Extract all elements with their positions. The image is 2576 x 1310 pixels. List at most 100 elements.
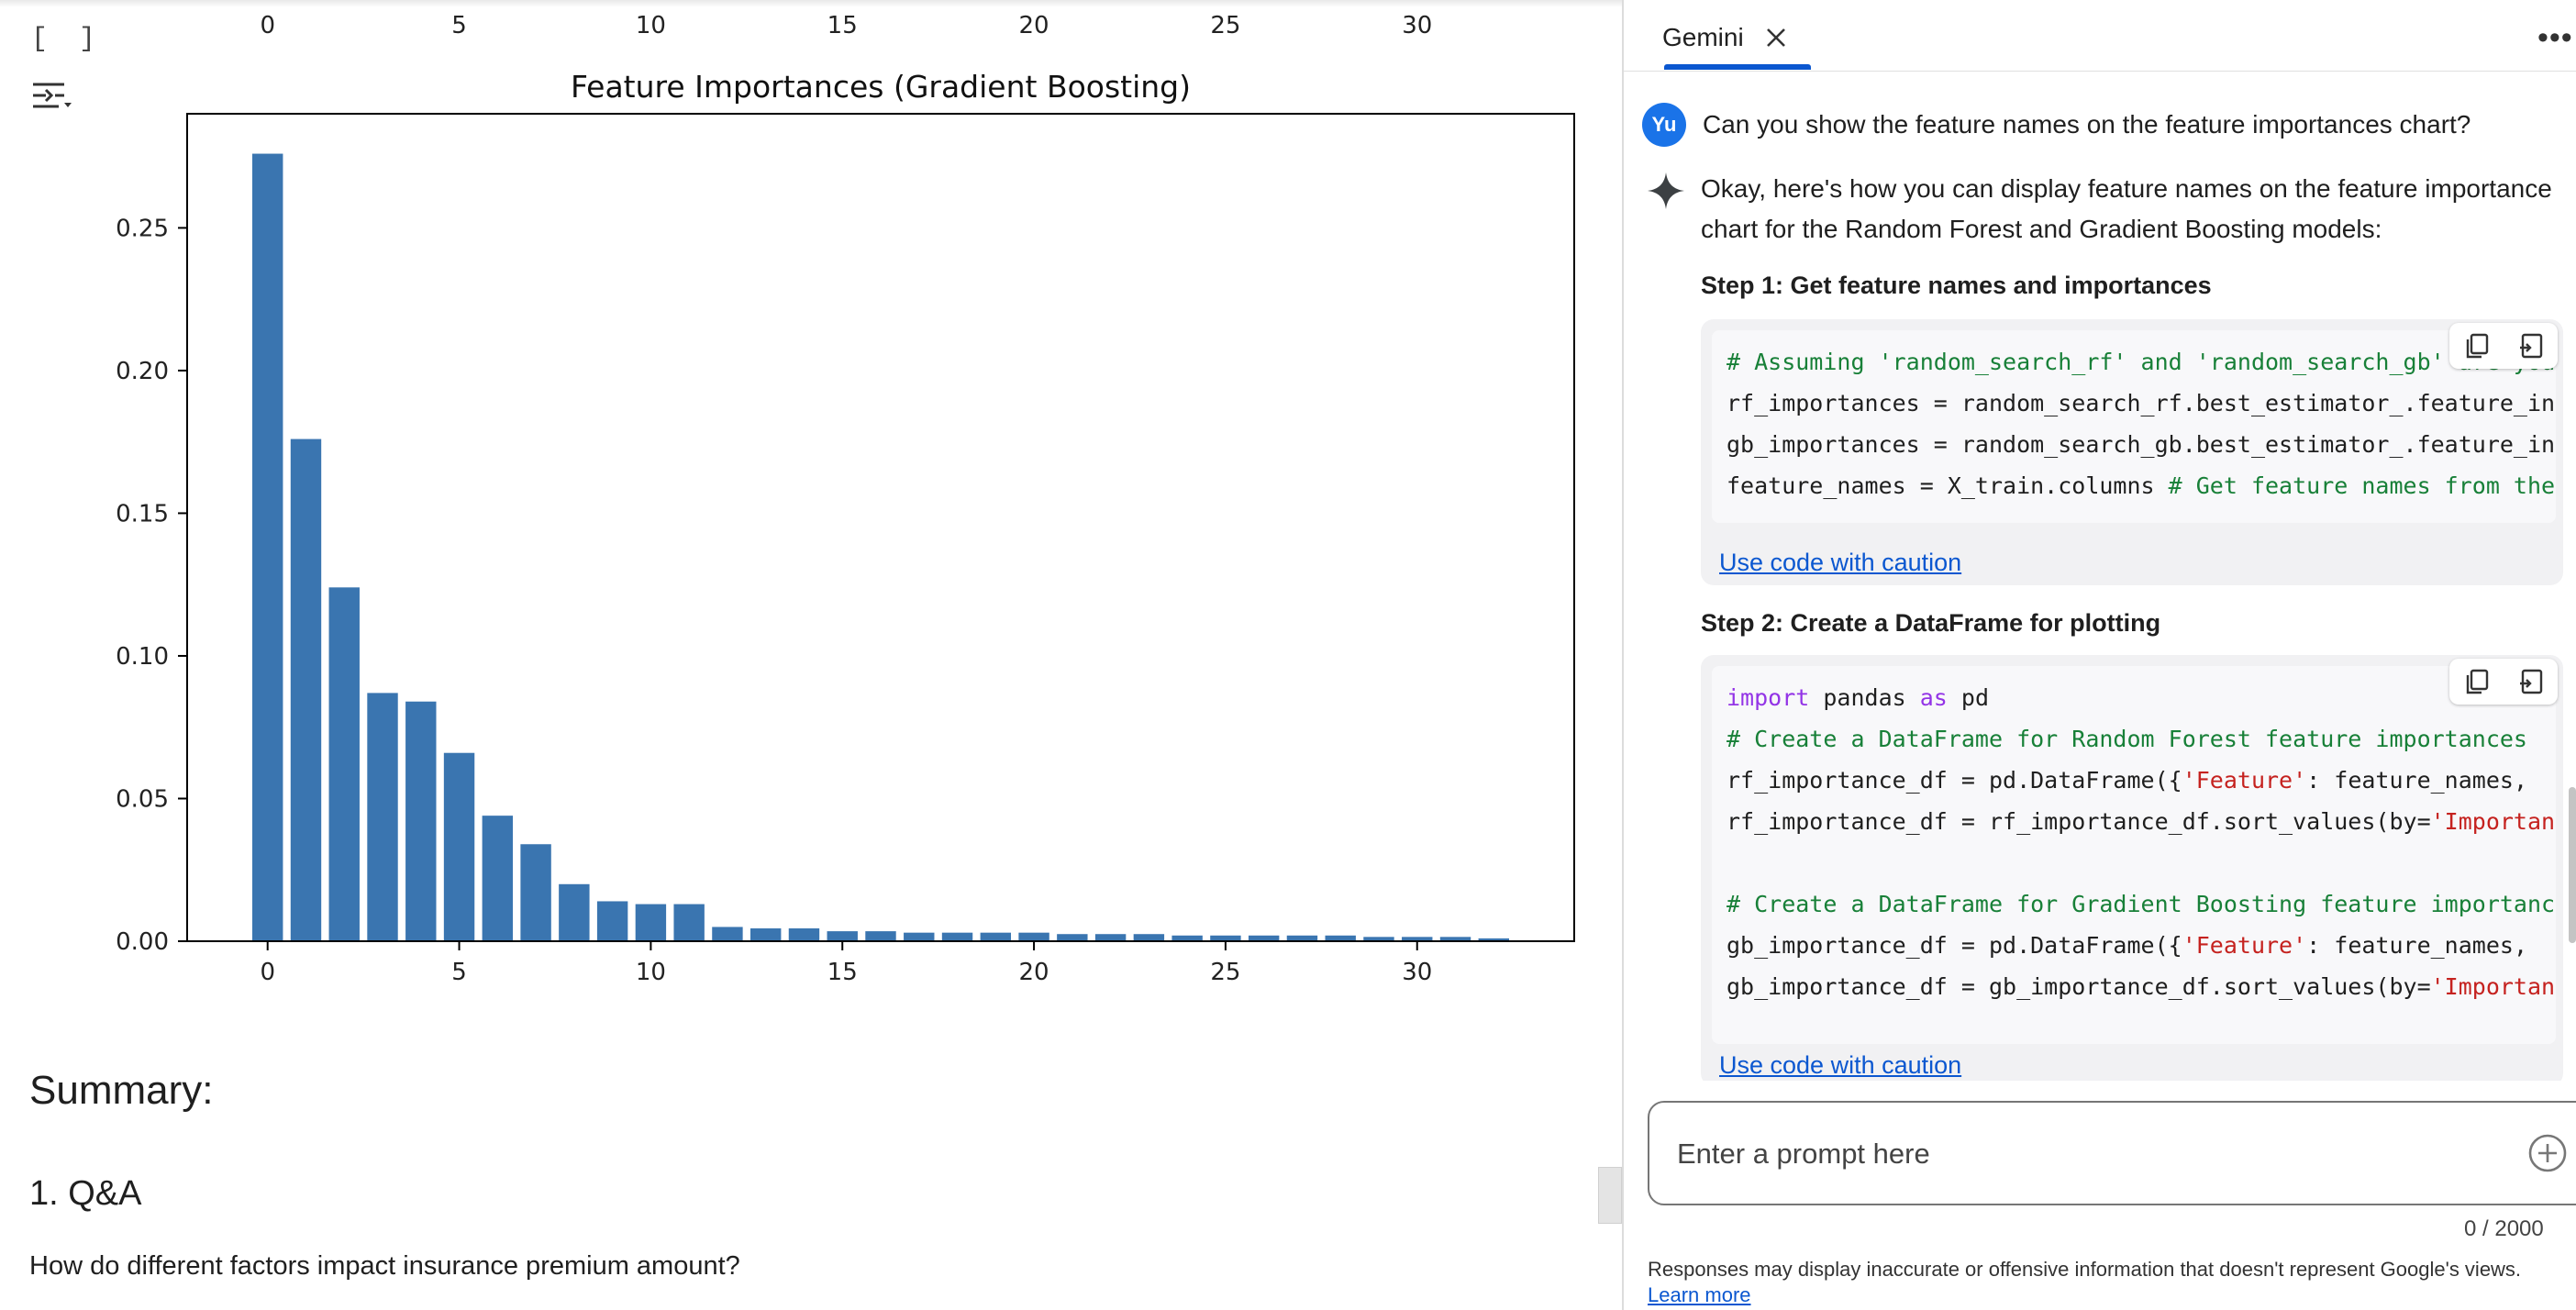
x-tick-label: 30 bbox=[1402, 959, 1432, 986]
code-line bbox=[1712, 842, 2556, 883]
user-message: Yu Can you show the feature names on the… bbox=[1642, 103, 2471, 147]
disclaimer-text: Responses may display inaccurate or offe… bbox=[1648, 1258, 2522, 1281]
x-tick-label: 5 bbox=[451, 959, 467, 986]
code-line: # Assuming 'random_search_rf' and 'rando… bbox=[1727, 349, 2556, 375]
insert-code-icon[interactable] bbox=[2513, 663, 2549, 700]
y-tick-label: 0.05 bbox=[116, 785, 169, 813]
chart-bar bbox=[749, 928, 782, 941]
code-line: # Create a DataFrame for Random Forest f… bbox=[1727, 726, 2527, 752]
chart-bar bbox=[290, 439, 322, 941]
response-intro: Okay, here's how you can display feature… bbox=[1701, 174, 2552, 243]
prev-chart-x-tick-label: 20 bbox=[1019, 12, 1049, 39]
code-block-1-actions bbox=[2449, 323, 2558, 369]
qa-heading: 1. Q&A bbox=[29, 1174, 142, 1213]
chart-bar bbox=[1171, 935, 1203, 941]
chart-bar bbox=[559, 883, 590, 941]
chart-bar bbox=[904, 932, 935, 941]
prompt-input[interactable] bbox=[1677, 1128, 2466, 1180]
notebook-pane: 0 5 10 15 20 25 30 Feature Importances (Gradien… bbox=[0, 0, 1622, 1281]
code-line: import pandas as pd bbox=[1727, 684, 1989, 711]
prev-chart-x-tick-label: 10 bbox=[636, 12, 666, 39]
chart-bar bbox=[673, 904, 705, 941]
notebook-scrollbar[interactable] bbox=[1598, 1167, 1622, 1224]
chart-bar bbox=[1133, 934, 1165, 941]
insert-code-icon[interactable] bbox=[2513, 328, 2549, 364]
chart-bar bbox=[827, 931, 858, 941]
x-tick-label: 0 bbox=[260, 959, 275, 986]
learn-more-link[interactable]: Learn more bbox=[1648, 1283, 1751, 1306]
chart-bar bbox=[980, 932, 1012, 941]
chart-bar bbox=[1057, 934, 1088, 941]
code-block-2: import pandas as pd # Create a DataFrame … bbox=[1701, 655, 2563, 1081]
x-tick-label: 10 bbox=[636, 959, 666, 986]
code-block-1: # Assuming 'random_search_rf' and 'rando… bbox=[1701, 319, 2563, 585]
chart-bar bbox=[788, 928, 820, 941]
code-line: feature_names = X_train.columns # Get fe… bbox=[1727, 472, 2556, 499]
chart-bar bbox=[1018, 932, 1049, 941]
add-icon[interactable] bbox=[2526, 1132, 2569, 1174]
chart-bar bbox=[865, 931, 896, 941]
feature-importance-chart: 0 5 10 15 20 25 30 Feature Importances (Gradien… bbox=[116, 12, 1575, 986]
chart-bar bbox=[328, 587, 360, 941]
code-line: gb_importances = random_search_gb.best_e… bbox=[1727, 431, 2556, 458]
summary-heading: Summary: bbox=[29, 1068, 214, 1113]
disclaimer: Responses may display inaccurate or offe… bbox=[1648, 1257, 2565, 1308]
user-message-text: Can you show the feature names on the fe… bbox=[1703, 110, 2471, 139]
y-tick-label: 0.15 bbox=[116, 500, 169, 527]
chart-bar bbox=[1363, 937, 1394, 941]
chart-bar bbox=[1248, 935, 1280, 941]
chart-bar bbox=[520, 844, 551, 941]
avatar: Yu bbox=[1642, 103, 1686, 147]
chart-bar bbox=[443, 752, 475, 941]
plot-frame bbox=[186, 113, 1575, 942]
prev-chart-x-tick-label: 5 bbox=[451, 12, 467, 39]
tab-gemini[interactable]: Gemini bbox=[1662, 20, 1790, 72]
more-options-icon[interactable]: ••• bbox=[2537, 20, 2573, 55]
prev-chart-x-tick-label: 0 bbox=[260, 12, 275, 39]
copy-icon[interactable] bbox=[2459, 663, 2495, 700]
chat-scrollbar[interactable] bbox=[2569, 787, 2576, 943]
code-line: rf_importance_df = pd.DataFrame({'Featur… bbox=[1727, 767, 2527, 794]
tab-gemini-label: Gemini bbox=[1662, 23, 1744, 51]
gemini-panel: Gemini ••• Yu Can you show the feature n… bbox=[1622, 0, 2576, 1310]
x-tick-label: 20 bbox=[1019, 959, 1049, 986]
prev-chart-x-tick-label: 25 bbox=[1210, 12, 1240, 39]
chart-bar bbox=[1439, 937, 1471, 941]
chart-bar bbox=[405, 701, 437, 941]
chart-title: Feature Importances (Gradient Boosting) bbox=[571, 69, 1191, 105]
code-line: gb_importance_df = gb_importance_df.sort… bbox=[1727, 973, 2556, 1000]
chart-bar bbox=[635, 904, 667, 941]
cell-run-bracket[interactable]: [ ] bbox=[31, 24, 104, 55]
code-line: # Create a DataFrame for Gradient Boosti… bbox=[1727, 891, 2556, 917]
close-icon[interactable] bbox=[1762, 24, 1790, 51]
prev-chart-x-tick-label: 30 bbox=[1402, 12, 1432, 39]
prev-chart-x-tick-label: 15 bbox=[827, 12, 858, 39]
chart-bar bbox=[1402, 937, 1433, 941]
chart-bar bbox=[1210, 935, 1241, 941]
chat-history[interactable]: Yu Can you show the feature names on the… bbox=[1624, 72, 2576, 1081]
code-line: gb_importance_df = pd.DataFrame({'Featur… bbox=[1727, 932, 2527, 959]
prompt-box bbox=[1648, 1101, 2576, 1205]
code-block-2-content[interactable]: import pandas as pd # Create a DataFrame … bbox=[1712, 666, 2556, 1044]
active-tab-indicator bbox=[1664, 64, 1811, 70]
step1-heading: Step 1: Get feature names and importance… bbox=[1701, 272, 2212, 299]
previous-cell-edge bbox=[0, 0, 1622, 7]
y-tick-label: 0.20 bbox=[116, 358, 169, 385]
step2-heading: Step 2: Create a DataFrame for plotting bbox=[1701, 609, 2161, 637]
gemini-sparkle-icon bbox=[1648, 172, 1684, 209]
code-block-2-actions bbox=[2449, 659, 2558, 705]
output-actions-icon[interactable] bbox=[31, 77, 72, 114]
chart-bar bbox=[1094, 934, 1127, 941]
use-code-with-caution-link[interactable]: Use code with caution bbox=[1719, 1051, 1962, 1079]
y-tick-label: 0.10 bbox=[116, 643, 169, 671]
x-tick-label: 25 bbox=[1210, 959, 1240, 986]
x-tick-label: 15 bbox=[827, 959, 858, 986]
chart-bar bbox=[596, 901, 628, 941]
question-text: How do different factors impact insuranc… bbox=[29, 1251, 740, 1281]
copy-icon[interactable] bbox=[2459, 328, 2495, 364]
chart-bar bbox=[712, 927, 743, 941]
code-block-1-content[interactable]: # Assuming 'random_search_rf' and 'rando… bbox=[1712, 330, 2556, 523]
use-code-with-caution-link[interactable]: Use code with caution bbox=[1719, 549, 1962, 576]
y-tick-label: 0.00 bbox=[116, 928, 169, 956]
code-line: rf_importances = random_search_rf.best_e… bbox=[1727, 390, 2556, 416]
